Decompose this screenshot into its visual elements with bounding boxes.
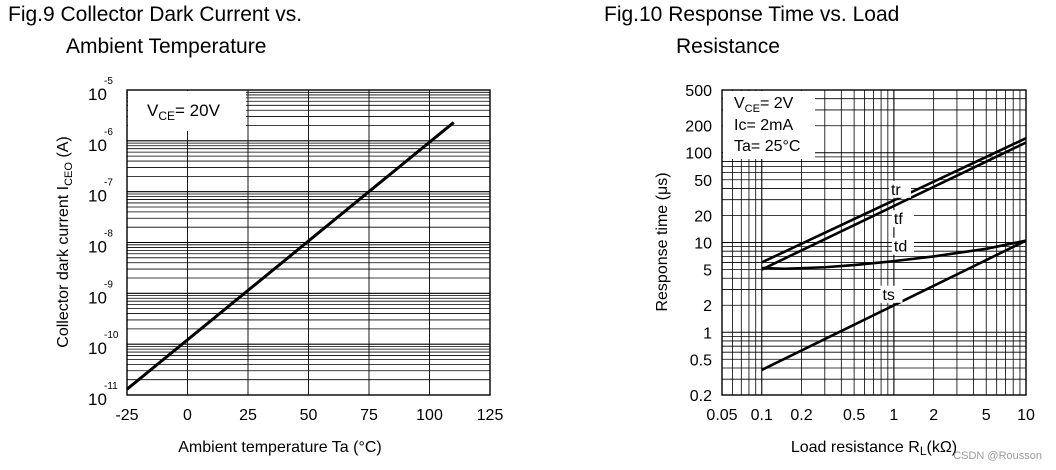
fig9-x-tick-label: 125 — [477, 407, 504, 424]
fig9-y-axis-label: Collector dark current ICEO (A) — [55, 136, 75, 347]
fig9-series-line-iceo — [126, 121, 455, 391]
fig10-y-axis-label: Response time (μs) — [654, 172, 671, 311]
fig10-series-label-ts: ts — [882, 287, 894, 304]
fig10-series-label-bg — [891, 210, 914, 228]
fig9-x-tick-label: 0 — [183, 407, 192, 424]
fig10-x-tick-label: 0.1 — [751, 407, 773, 424]
fig10-series-label-bg — [891, 237, 914, 255]
fig9-y-tick-base: 10 — [88, 187, 107, 206]
fig10-annotation-bg — [723, 91, 815, 159]
fig9-x-tick-label: 100 — [416, 407, 443, 424]
fig9-annotation-bg — [128, 91, 246, 131]
fig10-series-line-ts — [761, 239, 1027, 372]
fig10-series-label-td: td — [894, 239, 907, 256]
fig9-y-tick-exp: -5 — [104, 76, 113, 87]
fig9-y-tick-base: 10 — [88, 136, 107, 155]
fig10-y-tick-label: 0.5 — [690, 352, 712, 369]
fig10-y-tick-label: 100 — [685, 146, 712, 163]
fig10-annotation-ic: Ic= 2mA — [734, 117, 793, 134]
fig9-x-tick-label: 75 — [360, 407, 378, 424]
fig9-y-tick-exp: -6 — [104, 127, 113, 138]
fig9-y-tick-base: 10 — [88, 390, 107, 409]
fig9-x-tick-label: 50 — [300, 407, 318, 424]
fig10-annotation-ta: Ta= 25°C — [734, 138, 800, 155]
fig10-series-line-tf — [761, 141, 1027, 271]
fig10-y-tick-label: 0.2 — [690, 388, 712, 405]
fig10-series-label-tf: tf — [894, 211, 903, 228]
fig10-y-tick-label: 10 — [694, 236, 712, 253]
fig9-x-axis-label: Ambient temperature Ta (°C) — [178, 439, 382, 456]
fig9-title-line2: Ambient Temperature — [66, 35, 267, 58]
fig10-series-line-td — [761, 239, 1027, 271]
fig9-y-tick-exp: -8 — [104, 229, 113, 240]
fig9-title-line1: Fig.9 Collector Dark Current vs. — [8, 3, 303, 26]
fig9-y-tick-exp: -7 — [104, 178, 113, 189]
fig10-y-tick-label: 1 — [703, 325, 712, 342]
fig9-y-tick-base: 10 — [88, 238, 107, 257]
fig9-y-tick-exp: -10 — [104, 330, 119, 341]
fig10-series-line-tr — [761, 137, 1027, 264]
fig9-y-tick-base: 10 — [88, 339, 107, 358]
fig10-x-tick-label: 1 — [889, 407, 898, 424]
fig10-x-tick-label: 0.5 — [843, 407, 865, 424]
fig10-x-tick-label: 0.2 — [790, 407, 812, 424]
fig10-y-tick-label: 200 — [685, 119, 712, 136]
fig10-title-line2: Resistance — [676, 35, 780, 58]
fig9-y-tick-base: 10 — [88, 288, 107, 307]
fig10-x-tick-label: 2 — [929, 407, 938, 424]
fig10-y-tick-label: 20 — [694, 208, 712, 225]
fig9-y-tick-exp: -9 — [104, 279, 113, 290]
fig10-x-axis-label: Load resistance RL(kΩ) — [791, 439, 957, 458]
fig10-series-label-tr: tr — [891, 182, 901, 199]
fig10-y-tick-label: 50 — [694, 173, 712, 190]
fig10-annotation-vce: VCE= 2V — [734, 95, 794, 115]
fig9-y-tick-exp: -11 — [104, 381, 118, 392]
fig9-x-tick-label: 25 — [239, 407, 257, 424]
fig10-title-line1: Fig.10 Response Time vs. Load — [604, 3, 900, 26]
watermark: CSDN @Rousson — [953, 450, 1042, 462]
fig10-series-label-bg — [888, 180, 911, 198]
fig10-x-tick-label: 10 — [1017, 407, 1035, 424]
fig10-series-label-bg — [880, 285, 903, 303]
fig9-x-tick-label: -25 — [115, 407, 138, 424]
fig9-y-tick-base: 10 — [88, 85, 107, 104]
fig10-x-tick-label: 5 — [982, 407, 991, 424]
fig9-chart: VCE= 20V-25 0 25 50 75 100 12510-510-610-710-8… — [55, 76, 503, 456]
fig10-y-tick-label: 2 — [703, 298, 712, 315]
fig10-x-tick-label: 0.05 — [706, 407, 737, 424]
fig9-annotation: VCE= 20V — [147, 101, 221, 123]
fig10-y-tick-label: 5 — [703, 263, 712, 280]
fig10-y-tick-label: 500 — [685, 83, 712, 100]
